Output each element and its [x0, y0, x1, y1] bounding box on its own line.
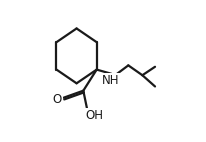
Text: NH: NH — [102, 74, 119, 87]
Text: OH: OH — [85, 109, 104, 122]
Text: O: O — [53, 93, 62, 106]
